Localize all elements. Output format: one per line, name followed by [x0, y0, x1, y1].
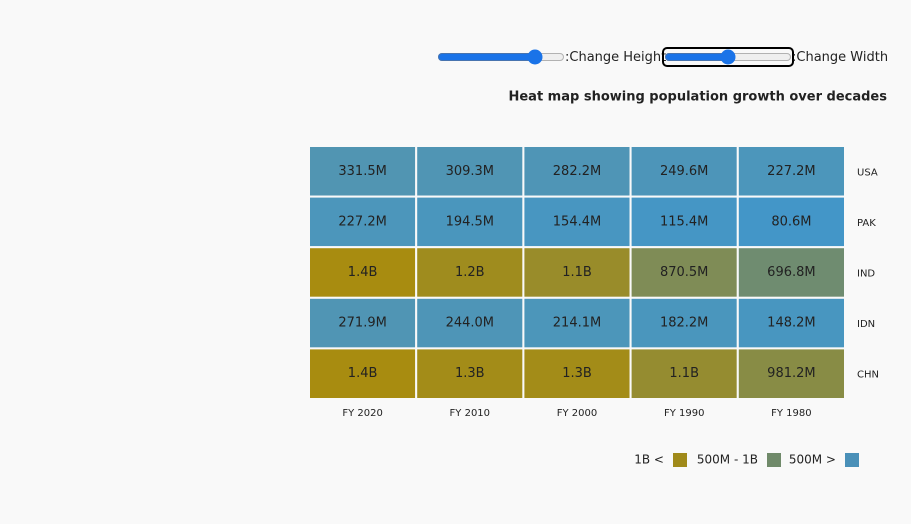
cell-label: 1.4B	[348, 265, 378, 280]
cell-label: 182.2M	[660, 316, 708, 331]
cell-label: 1.4B	[348, 366, 378, 381]
cell-label: 282.2M	[553, 164, 601, 179]
x-label: FY 1990	[664, 408, 705, 419]
heat-cell	[629, 195, 739, 249]
cell-label: 1.2B	[455, 265, 485, 280]
heat-cell	[736, 145, 846, 198]
cell-label: 115.4M	[660, 214, 708, 229]
chart-title: Heat map showing population growth over …	[508, 90, 887, 105]
width-control: :Change Width	[662, 47, 889, 67]
cell-label: 1.3B	[562, 366, 592, 381]
control-label: :Change Height	[565, 49, 667, 65]
legend-label: 1B <	[634, 453, 664, 467]
cell-label: 696.8M	[767, 265, 815, 280]
cell-label: 1.1B	[562, 265, 592, 280]
legend-swatch	[673, 453, 687, 467]
control-label: :Change Width	[792, 49, 889, 65]
heat-cell	[522, 296, 632, 350]
cell-label: 331.5M	[338, 164, 386, 179]
x-label: FY 2000	[557, 408, 598, 419]
cell-label: 227.2M	[338, 214, 386, 229]
x-label: FY 1980	[771, 408, 812, 419]
heat-cell	[308, 195, 418, 249]
heat-cell	[736, 347, 846, 400]
cell-label: 1.1B	[669, 366, 699, 381]
heat-cell	[629, 246, 739, 299]
cell-label: 214.1M	[553, 316, 601, 331]
cell-label: 227.2M	[767, 164, 815, 179]
y-label: USA	[857, 167, 878, 178]
y-label: PAK	[857, 218, 876, 229]
x-label: FY 2010	[450, 408, 491, 419]
heat-cell	[522, 246, 632, 299]
heat-cell	[629, 347, 739, 400]
heat-cell	[415, 145, 525, 198]
height-slider[interactable]	[437, 49, 565, 65]
cell-label: 148.2M	[767, 316, 815, 331]
cell-label: 981.2M	[767, 366, 815, 381]
heat-cell	[736, 246, 846, 299]
heat-cell	[308, 347, 418, 400]
height-control: :Change Height	[437, 49, 666, 65]
legend-swatch	[845, 453, 859, 467]
heat-cell	[629, 145, 739, 198]
cell-label: 154.4M	[553, 214, 601, 229]
cell-label: 244.0M	[446, 316, 494, 331]
x-label: FY 2020	[342, 408, 383, 419]
width-slider[interactable]	[662, 47, 794, 67]
legend-label: 500M - 1B	[697, 453, 758, 467]
cell-label: 249.6M	[660, 164, 708, 179]
cell-label: 194.5M	[446, 214, 494, 229]
heat-cell	[736, 296, 846, 350]
heat-cell	[415, 195, 525, 249]
legend-swatch	[767, 453, 781, 467]
cell-label: 80.6M	[771, 214, 811, 229]
legend-label: 500M >	[789, 453, 836, 467]
cell-label: 309.3M	[446, 164, 494, 179]
y-label: CHN	[857, 370, 879, 381]
cell-label: 1.3B	[455, 366, 485, 381]
y-label: IDN	[857, 319, 875, 330]
cell-label: 271.9M	[338, 316, 386, 331]
y-label: IND	[857, 269, 875, 280]
heat-cell	[736, 195, 846, 249]
cell-label: 870.5M	[660, 265, 708, 280]
